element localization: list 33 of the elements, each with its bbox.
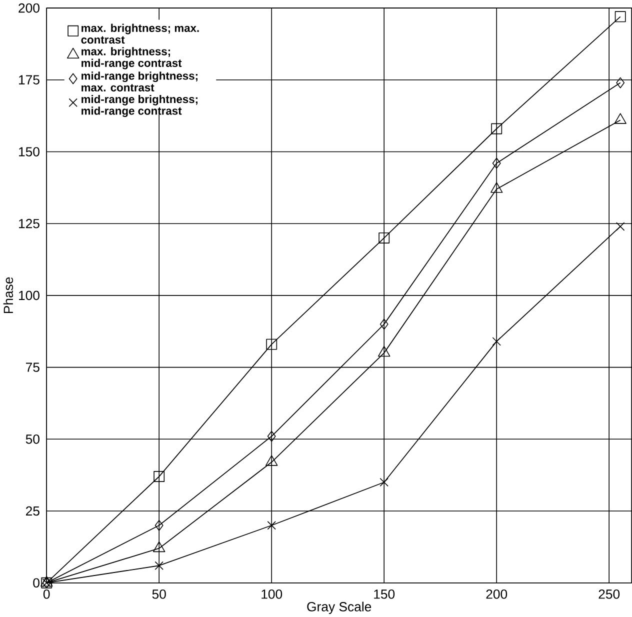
y-tick-label: 200 (18, 3, 40, 13)
point (491, 123, 502, 134)
x-tick-label: 150 (374, 589, 395, 599)
x-tick-label: 0 (43, 589, 50, 599)
y-tick-label: 75 (26, 362, 40, 372)
x-tick-label: 200 (486, 589, 508, 599)
point (380, 318, 388, 330)
point (614, 11, 626, 22)
y-tick-label: 150 (18, 146, 40, 156)
x-axis-title: Gray Scale (307, 602, 372, 614)
legend-label: mid-range brightness; mid-range contrast (82, 94, 198, 117)
x-tick-label: 100 (262, 589, 282, 599)
point (616, 77, 625, 88)
y-tick-label: 25 (26, 506, 40, 516)
point (154, 520, 164, 531)
point (266, 338, 278, 350)
x-tick-label: 50 (152, 589, 166, 599)
y-tick-label: 125 (18, 218, 40, 228)
point (378, 232, 390, 244)
y-tick-label: 0 (33, 578, 40, 588)
point (492, 158, 501, 169)
y-tick-label: 175 (18, 75, 40, 84)
point (616, 222, 625, 231)
point (267, 430, 276, 442)
point (154, 561, 164, 570)
point (380, 478, 388, 486)
point (492, 336, 501, 346)
y-tick-label: 50 (26, 434, 40, 444)
x-tick-label: 250 (598, 589, 620, 599)
y-axis-title: Phase (3, 277, 14, 313)
y-tick-label: 100 (18, 290, 40, 300)
point (267, 520, 276, 530)
point (154, 470, 165, 482)
